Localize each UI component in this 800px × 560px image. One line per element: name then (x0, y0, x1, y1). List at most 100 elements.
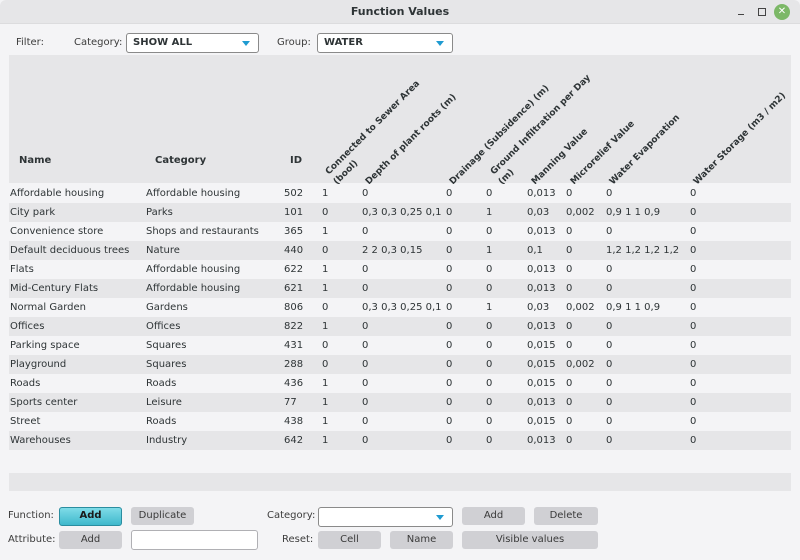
cell-water-storage[interactable]: 0 (690, 397, 697, 408)
attribute-add-button[interactable]: Add (59, 531, 122, 549)
cell-drainage[interactable]: 0 (446, 321, 453, 332)
cell-connected-sewer[interactable]: 1 (322, 397, 329, 408)
cell-water-storage[interactable]: 0 (690, 378, 697, 389)
function-values-table[interactable]: Name Category ID Connected to Sewer Area… (9, 55, 791, 491)
cell-category[interactable]: Shops and restaurants (146, 226, 259, 237)
filter-category-select[interactable]: SHOW ALL (126, 33, 259, 53)
cell-manning[interactable]: 0,013 (527, 397, 556, 408)
cell-water-storage[interactable]: 0 (690, 435, 697, 446)
cell-manning[interactable]: 0,015 (527, 378, 556, 389)
attribute-name-input[interactable] (131, 530, 258, 550)
table-row[interactable]: Normal Garden Gardens 806 0 0,3 0,3 0,25 0,1… (9, 298, 791, 317)
cell-drainage[interactable]: 0 (446, 188, 453, 199)
cell-category[interactable]: Offices (146, 321, 181, 332)
cell-ground-infiltration[interactable]: 0 (486, 435, 493, 446)
cell-microrelief[interactable]: 0 (566, 188, 573, 199)
cell-ground-infiltration[interactable]: 1 (486, 245, 493, 256)
cell-connected-sewer[interactable]: 1 (322, 416, 329, 427)
cell-drainage[interactable]: 0 (446, 302, 453, 313)
cell-water-storage[interactable]: 0 (690, 302, 697, 313)
cell-id[interactable]: 288 (284, 359, 304, 370)
category-delete-button[interactable]: Delete (534, 507, 598, 525)
table-row[interactable]: Warehouses Industry 642 1 0 0 0 0,013 0 0 0 (9, 431, 791, 450)
filter-group-select[interactable]: WATER (317, 33, 453, 53)
cell-drainage[interactable]: 0 (446, 359, 453, 370)
cell-manning[interactable]: 0,03 (527, 207, 550, 218)
cell-depth-roots[interactable]: 0 (362, 397, 369, 408)
cell-water-evaporation[interactable]: 0 (606, 416, 613, 427)
cell-connected-sewer[interactable]: 1 (322, 435, 329, 446)
cell-water-storage[interactable]: 0 (690, 359, 697, 370)
cell-drainage[interactable]: 0 (446, 397, 453, 408)
cell-microrelief[interactable]: 0 (566, 245, 573, 256)
table-row[interactable]: Default deciduous trees Nature 440 0 2 2 0,3… (9, 241, 791, 260)
column-header-name[interactable]: Name (19, 155, 52, 166)
cell-microrelief[interactable]: 0,002 (566, 302, 595, 313)
cell-depth-roots[interactable]: 0,3 0,3 0,25 0,1 (362, 302, 442, 313)
cell-name[interactable]: Street (10, 416, 41, 427)
table-row[interactable]: Convenience store Shops and restaurants 36… (9, 222, 791, 241)
column-header-water-storage[interactable]: Water Storage (m3 / m2) (691, 90, 789, 187)
cell-drainage[interactable]: 0 (446, 340, 453, 351)
cell-depth-roots[interactable]: 0 (362, 340, 369, 351)
cell-category[interactable]: Roads (146, 416, 177, 427)
column-header-depth-roots[interactable]: Depth of plant roots (m) (363, 92, 459, 187)
cell-name[interactable]: Parking space (10, 340, 80, 351)
cell-id[interactable]: 436 (284, 378, 304, 389)
cell-manning[interactable]: 0,013 (527, 435, 556, 446)
cell-microrelief[interactable]: 0 (566, 226, 573, 237)
cell-category[interactable]: Leisure (146, 397, 182, 408)
cell-name[interactable]: Flats (10, 264, 34, 275)
cell-connected-sewer[interactable]: 0 (322, 245, 329, 256)
cell-water-evaporation[interactable]: 0 (606, 340, 613, 351)
column-header-connected-sewer[interactable]: Connected to Sewer Area (323, 78, 423, 177)
cell-name[interactable]: City park (10, 207, 56, 218)
column-header-id[interactable]: ID (290, 155, 303, 166)
cell-depth-roots[interactable]: 2 2 0,3 0,15 (362, 245, 423, 256)
cell-id[interactable]: 806 (284, 302, 304, 313)
cell-manning[interactable]: 0,015 (527, 416, 556, 427)
table-row[interactable]: Flats Affordable housing 622 1 0 0 0 0,013 0 0 0 (9, 260, 791, 279)
cell-connected-sewer[interactable]: 0 (322, 302, 329, 313)
cell-drainage[interactable]: 0 (446, 245, 453, 256)
cell-connected-sewer[interactable]: 0 (322, 359, 329, 370)
cell-ground-infiltration[interactable]: 0 (486, 321, 493, 332)
cell-connected-sewer[interactable]: 1 (322, 226, 329, 237)
cell-manning[interactable]: 0,03 (527, 302, 550, 313)
cell-depth-roots[interactable]: 0 (362, 264, 369, 275)
cell-category[interactable]: Roads (146, 378, 177, 389)
cell-water-storage[interactable]: 0 (690, 416, 697, 427)
cell-name[interactable]: Playground (10, 359, 67, 370)
table-row[interactable]: City park Parks 101 0 0,3 0,3 0,25 0,1 0 1 0,03… (9, 203, 791, 222)
cell-name[interactable]: Offices (10, 321, 45, 332)
cell-id[interactable]: 502 (284, 188, 304, 199)
cell-category[interactable]: Affordable housing (146, 283, 241, 294)
cell-id[interactable]: 101 (284, 207, 304, 218)
cell-connected-sewer[interactable]: 0 (322, 340, 329, 351)
cell-manning[interactable]: 0,013 (527, 321, 556, 332)
reset-visible-values-button[interactable]: Visible values (462, 531, 598, 549)
cell-id[interactable]: 77 (284, 397, 297, 408)
cell-connected-sewer[interactable]: 1 (322, 283, 329, 294)
reset-cell-button[interactable]: Cell (318, 531, 381, 549)
cell-ground-infiltration[interactable]: 0 (486, 359, 493, 370)
cell-ground-infiltration[interactable]: 0 (486, 264, 493, 275)
cell-microrelief[interactable]: 0 (566, 340, 573, 351)
maximize-icon[interactable] (754, 4, 770, 20)
cell-water-evaporation[interactable]: 0 (606, 397, 613, 408)
table-row[interactable]: Playground Squares 288 0 0 0 0 0,015 0,002 0 0 (9, 355, 791, 374)
cell-id[interactable]: 438 (284, 416, 304, 427)
cell-drainage[interactable]: 0 (446, 264, 453, 275)
cell-water-evaporation[interactable]: 0 (606, 226, 613, 237)
cell-water-storage[interactable]: 0 (690, 264, 697, 275)
table-row[interactable]: Parking space Squares 431 0 0 0 0 0,015 0 0 0 (9, 336, 791, 355)
cell-ground-infiltration[interactable]: 1 (486, 302, 493, 313)
cell-microrelief[interactable]: 0 (566, 321, 573, 332)
cell-water-evaporation[interactable]: 0,9 1 1 0,9 (606, 302, 661, 313)
cell-water-evaporation[interactable]: 0,9 1 1 0,9 (606, 207, 661, 218)
cell-water-storage[interactable]: 0 (690, 188, 697, 199)
cell-water-evaporation[interactable]: 0 (606, 283, 613, 294)
function-duplicate-button[interactable]: Duplicate (131, 507, 194, 525)
cell-category[interactable]: Squares (146, 359, 187, 370)
category-add-button[interactable]: Add (462, 507, 525, 525)
